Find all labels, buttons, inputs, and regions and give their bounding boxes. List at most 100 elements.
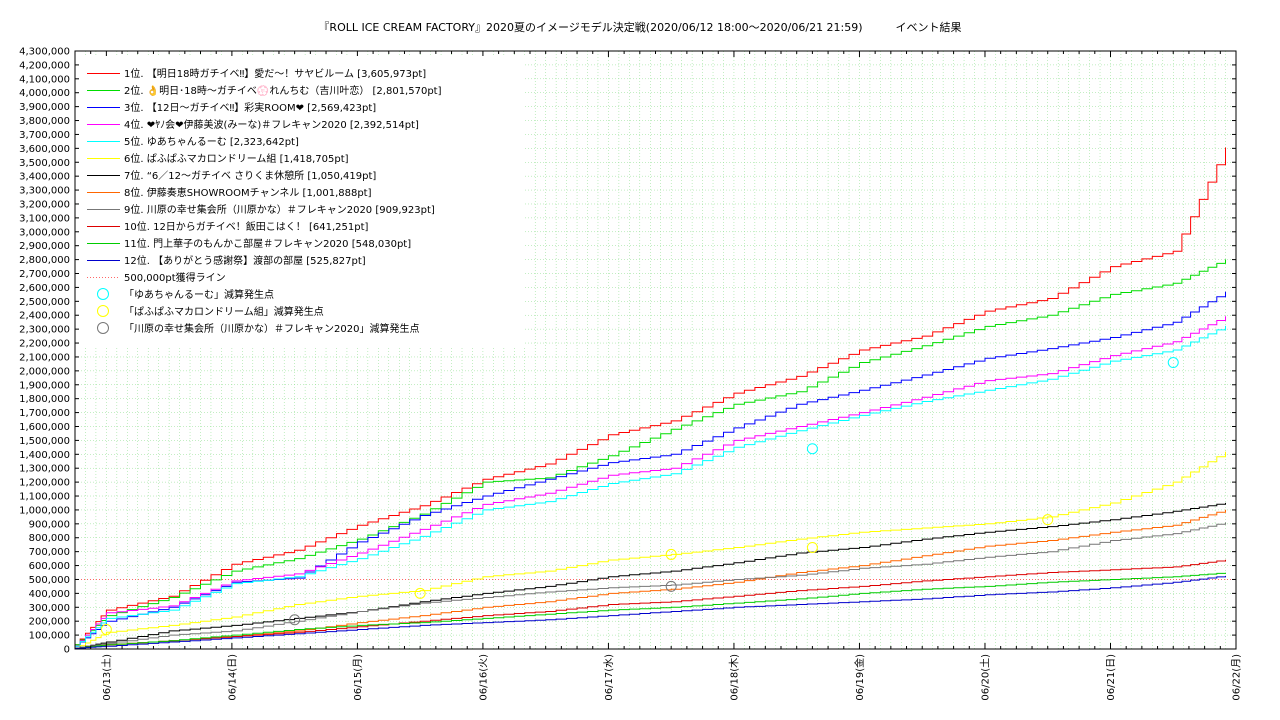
x-tick-label: 06/19(金) xyxy=(853,654,866,701)
legend-label-5: 5位. ゆあちゃんるーむ [2,323,642pt] xyxy=(124,135,299,148)
y-tick-label: 3,100,000 xyxy=(19,213,70,224)
y-tick-label: 3,300,000 xyxy=(19,186,70,197)
legend-marker-label-2: 「ぱふぱふマカロンドリーム組」減算発生点 xyxy=(124,305,324,318)
y-tick-label: 400,000 xyxy=(29,589,70,600)
y-tick-label: 3,800,000 xyxy=(19,116,70,127)
series-line-11 xyxy=(75,572,1226,649)
y-tick-label: 3,000,000 xyxy=(19,227,70,238)
legend-label-10: 10位. 12日からガチイベ！飯田こはく！ [641,251pt] xyxy=(124,220,369,233)
legend-label-reference: 500,000pt獲得ライン xyxy=(124,271,226,284)
legend-background xyxy=(80,56,525,346)
series-line-4 xyxy=(75,316,1226,647)
y-tick-label: 1,900,000 xyxy=(19,380,70,391)
x-tick-label: 06/15(月) xyxy=(352,654,364,701)
chart-title: 『ROLL ICE CREAM FACTORY』2020夏のイメージモデル決定戦… xyxy=(318,21,962,34)
y-tick-label: 3,400,000 xyxy=(19,172,70,183)
reduction-marker-2 xyxy=(665,548,677,560)
reduction-marker-2 xyxy=(414,587,426,599)
series-line-2 xyxy=(75,259,1226,646)
axis-layer: 0 100,000 200,000 300,000 400,000 500,000 600,… xyxy=(19,47,1242,701)
y-tick-label: 1,700,000 xyxy=(19,408,70,419)
legend-label-4: 4位. ❤ﾔﾉ会❤伊藤美波(みーな)＃フレキャン2020 [2,392,514p… xyxy=(124,118,419,131)
x-tick-label: 06/20(土) xyxy=(978,654,991,701)
y-tick-label: 300,000 xyxy=(29,603,70,614)
y-tick-label: 3,900,000 xyxy=(19,102,70,113)
y-tick-label: 2,200,000 xyxy=(19,339,70,350)
series-line-7 xyxy=(75,502,1226,649)
y-tick-label: 2,400,000 xyxy=(19,311,70,322)
y-tick-label: 1,600,000 xyxy=(19,422,70,433)
y-tick-label: 100,000 xyxy=(29,631,70,642)
y-tick-label: 600,000 xyxy=(29,561,70,572)
series-line-10 xyxy=(75,559,1226,649)
y-tick-label: 2,000,000 xyxy=(19,366,70,377)
series-line-9 xyxy=(75,522,1226,649)
y-tick-label: 1,100,000 xyxy=(19,492,70,503)
y-tick-label: 4,000,000 xyxy=(19,88,70,99)
y-tick-label: 900,000 xyxy=(29,519,70,530)
legend-label-8: 8位. 伊藤奏恵SHOWROOMチャンネル [1,001,888pt] xyxy=(124,186,372,199)
marker-layer xyxy=(100,357,1179,636)
y-tick-label: 2,700,000 xyxy=(19,269,70,280)
legend-label-7: 7位. “6／12～ガチイベ さりくま休憩所 [1,050,419pt] xyxy=(124,169,376,182)
x-tick-label: 06/13(土) xyxy=(100,654,113,701)
y-tick-label: 4,300,000 xyxy=(19,47,70,58)
legend-label-11: 11位. 門上華子のもんかこ部屋＃フレキャン2020 [548,030pt] xyxy=(124,237,411,250)
series-line-12 xyxy=(75,575,1226,649)
series-line-5 xyxy=(75,325,1226,647)
reduction-marker-3 xyxy=(665,580,677,592)
legend-label-3: 3位. 【12日～ガチイベ‼︎】彩実ROOM❤︎ [2,569,423pt] xyxy=(124,101,376,114)
legend-marker-3 xyxy=(97,322,109,334)
x-tick-label: 06/17(水) xyxy=(603,654,615,701)
reduction-marker-2 xyxy=(1042,514,1054,526)
y-tick-label: 2,500,000 xyxy=(19,297,70,308)
y-tick-label: 1,400,000 xyxy=(19,450,70,461)
x-tick-label: 06/18(木) xyxy=(728,654,740,701)
series-layer xyxy=(75,147,1226,649)
y-tick-label: 1,300,000 xyxy=(19,464,70,475)
reduction-marker-1 xyxy=(1167,357,1179,369)
y-tick-label: 3,700,000 xyxy=(19,130,70,141)
legend-marker-1 xyxy=(97,288,109,300)
y-tick-label: 2,600,000 xyxy=(19,283,70,294)
series-line-1 xyxy=(75,147,1226,646)
y-tick-label: 2,100,000 xyxy=(19,352,70,363)
y-tick-label: 200,000 xyxy=(29,617,70,628)
y-tick-label: 4,100,000 xyxy=(19,74,70,85)
x-tick-label: 06/14(日) xyxy=(227,654,238,701)
y-tick-label: 4,200,000 xyxy=(19,60,70,71)
y-tick-label: 3,500,000 xyxy=(19,158,70,169)
reduction-marker-2 xyxy=(806,541,818,553)
legend-marker-label-3: 「川原の幸せ集会所（川原かな）＃フレキャン2020」減算発生点 xyxy=(124,322,419,335)
y-tick-label: 2,800,000 xyxy=(19,255,70,266)
y-tick-label: 1,200,000 xyxy=(19,478,70,489)
legend-marker-label-1: 「ゆあちゃんるーむ」減算発生点 xyxy=(124,288,274,301)
legend-label-9: 9位. 川原の幸せ集会所（川原かな）＃フレキャン2020 [909,923pt] xyxy=(124,203,435,216)
x-tick-label: 06/21(日) xyxy=(1106,654,1117,701)
y-tick-label: 800,000 xyxy=(29,533,70,544)
x-tick-label: 06/16(火) xyxy=(477,654,489,701)
legend-label-1: 1位. 【明日18時ガチイベ‼︎】愛だ～！サヤビルーム [3,605,973pt… xyxy=(124,67,426,80)
y-tick-label: 2,300,000 xyxy=(19,325,70,336)
y-tick-label: 3,600,000 xyxy=(19,144,70,155)
legend-label-2: 2位. 👌明日･18時～ガチイベ💮れんちむ（吉川叶恋） [2,801,570pt… xyxy=(124,84,442,97)
y-tick-label: 3,200,000 xyxy=(19,199,70,210)
legend-marker-2 xyxy=(97,305,109,317)
y-tick-label: 1,800,000 xyxy=(19,394,70,405)
y-tick-label: 0 xyxy=(64,645,70,656)
reduction-marker-1 xyxy=(806,443,818,455)
reduction-marker-3 xyxy=(289,614,301,626)
series-line-3 xyxy=(75,291,1226,647)
x-tick-label: 06/22(月) xyxy=(1231,654,1243,701)
y-tick-label: 1,500,000 xyxy=(19,436,70,447)
y-tick-label: 2,900,000 xyxy=(19,241,70,252)
legend-label-12: 12位. 【ありがとう感謝祭】渡部の部屋 [525,827pt] xyxy=(124,254,366,267)
y-tick-label: 1,000,000 xyxy=(19,505,70,516)
series-line-6 xyxy=(75,451,1226,649)
reduction-marker-2 xyxy=(100,624,112,636)
y-tick-label: 500,000 xyxy=(29,575,70,586)
legend: 1位. 【明日18時ガチイベ‼︎】愛だ～！サヤビルーム [3,605,973pt… xyxy=(80,56,525,346)
legend-label-6: 6位. ぱふぱふマカロンドリーム組 [1,418,705pt] xyxy=(124,152,349,165)
y-tick-label: 700,000 xyxy=(29,547,70,558)
